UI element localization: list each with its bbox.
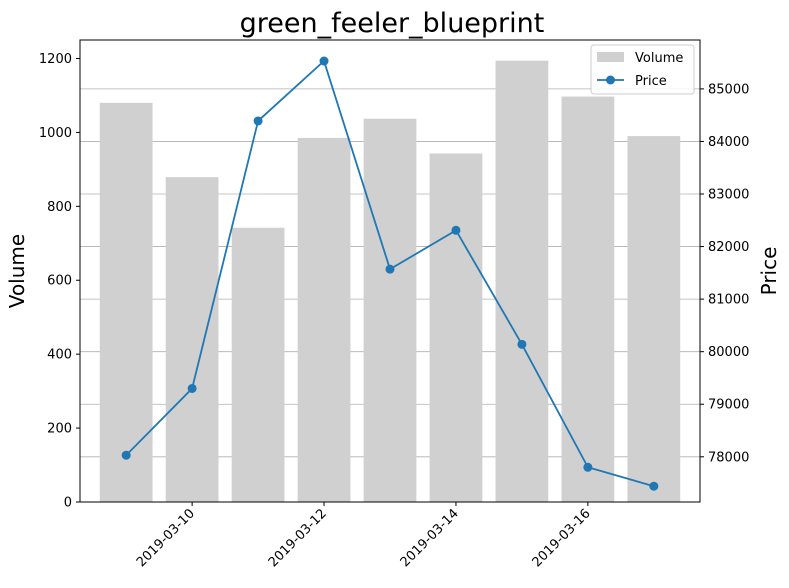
y-axis-right-label: Price xyxy=(757,247,781,296)
price-point-1 xyxy=(187,383,197,393)
price-point-5 xyxy=(451,225,461,235)
volume-bar-4 xyxy=(363,118,417,503)
volume-bar-3 xyxy=(297,137,351,502)
x-tick-label-2: 2019-03-14 xyxy=(398,506,462,570)
price-point-4 xyxy=(385,264,395,274)
y-right-tick-label-5: 83000 xyxy=(708,188,749,203)
price-point-7 xyxy=(583,462,593,472)
y-right-tick-label-1: 79000 xyxy=(708,398,749,413)
volume-bar-0 xyxy=(99,102,153,502)
y-left-tick-label-5: 1000 xyxy=(39,126,72,141)
x-tick-label-3: 2019-03-16 xyxy=(530,506,594,570)
plot-frame xyxy=(79,39,701,503)
y-right-tick-label-0: 78000 xyxy=(708,450,749,465)
y-right-tick-label-6: 84000 xyxy=(708,135,749,150)
y-right-tick-label-2: 80000 xyxy=(708,345,749,360)
volume-bar-8 xyxy=(627,136,681,502)
legend: Volume Price xyxy=(590,44,695,95)
y-right-tick-label-4: 82000 xyxy=(708,240,749,255)
y-left-tick-label-1: 200 xyxy=(47,422,72,437)
bar-layer xyxy=(99,60,681,503)
volume-bar-7 xyxy=(561,96,615,502)
chart-title: green_feeler_blueprint xyxy=(240,8,545,39)
y-left-tick-label-6: 1200 xyxy=(39,52,72,67)
price-point-0 xyxy=(121,450,131,460)
price-point-3 xyxy=(319,56,329,66)
legend-swatch-price-marker xyxy=(606,75,615,85)
y-right-tick-label-7: 85000 xyxy=(708,82,749,97)
legend-label-volume: Volume xyxy=(635,51,683,66)
y-left-tick-label-0: 0 xyxy=(64,496,72,511)
volume-bar-6 xyxy=(495,60,549,502)
y-axis-left-label: Volume xyxy=(5,234,29,308)
legend-label-price: Price xyxy=(635,74,667,89)
x-tick-label-1: 2019-03-12 xyxy=(266,506,330,570)
volume-bar-1 xyxy=(165,177,219,503)
x-tick-label-0: 2019-03-10 xyxy=(134,506,198,570)
line-layer xyxy=(121,56,659,491)
legend-swatch-volume xyxy=(597,52,624,62)
y-left-tick-label-4: 800 xyxy=(47,200,72,215)
price-point-6 xyxy=(517,339,527,349)
volume-bar-5 xyxy=(429,153,483,502)
volume-bar-2 xyxy=(231,227,285,502)
y-left-tick-label-3: 600 xyxy=(47,274,72,289)
price-point-8 xyxy=(649,481,659,491)
y-right-tick-label-3: 81000 xyxy=(708,293,749,308)
y-left-tick-label-2: 400 xyxy=(47,348,72,363)
price-point-2 xyxy=(253,116,263,126)
